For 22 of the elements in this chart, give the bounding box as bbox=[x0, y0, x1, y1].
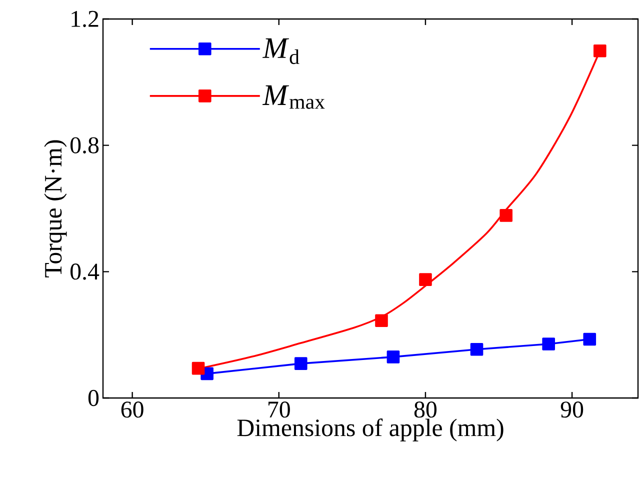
x-tick-label: 90 bbox=[560, 402, 584, 418]
legend-label: M$_{d}$ bbox=[262, 38, 300, 64]
x-tick-label: 80 bbox=[414, 402, 437, 418]
y-tick-label: 0.4 bbox=[70, 264, 100, 280]
point bbox=[583, 332, 596, 346]
y-tick-label: 0.8 bbox=[70, 137, 99, 154]
x-tick-label: 60 bbox=[121, 402, 144, 418]
point bbox=[192, 362, 205, 375]
point bbox=[594, 44, 606, 58]
point bbox=[386, 350, 400, 364]
y-axis-title: Torque (N·m) bbox=[44, 140, 67, 278]
x-axis-title: Dimensions of apple (mm) bbox=[237, 418, 504, 442]
point bbox=[542, 338, 555, 350]
y-tick-label: 1.2 bbox=[72, 10, 98, 28]
legend-label: M$_{max}$ bbox=[262, 85, 325, 109]
point bbox=[294, 357, 308, 370]
point bbox=[470, 342, 484, 356]
point bbox=[419, 273, 432, 286]
x-tick-label: 70 bbox=[268, 402, 290, 418]
y-tick-label: 0 bbox=[88, 390, 99, 406]
point bbox=[375, 314, 388, 328]
point bbox=[500, 209, 512, 222]
